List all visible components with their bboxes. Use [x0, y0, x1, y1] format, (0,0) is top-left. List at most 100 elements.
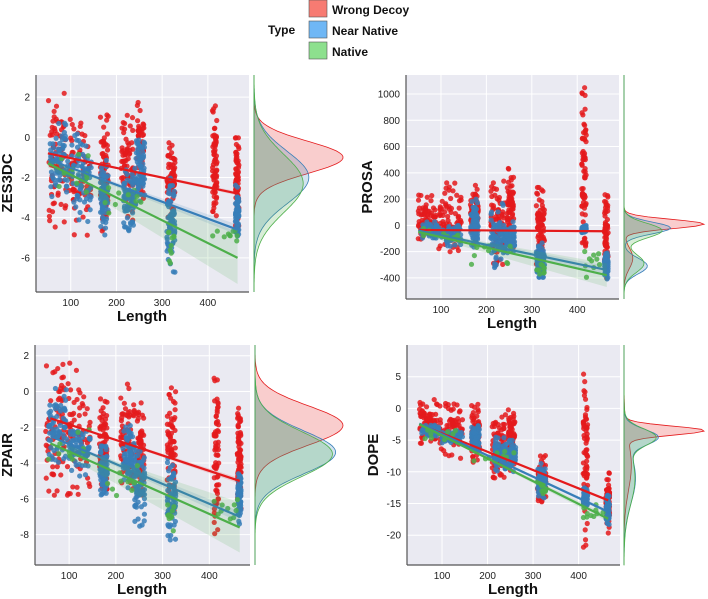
data-point [166, 468, 172, 474]
data-point [501, 435, 507, 441]
data-point [124, 207, 131, 213]
data-point [505, 219, 511, 225]
data-point [230, 228, 236, 234]
data-point [167, 183, 173, 189]
data-point [62, 120, 68, 126]
data-point [54, 403, 60, 409]
data-point [101, 489, 107, 495]
data-point [120, 174, 126, 181]
data-point [86, 480, 92, 487]
y-tick-label: -10 [387, 467, 402, 478]
x-tick-label: 100 [61, 571, 78, 582]
data-point [137, 523, 143, 529]
data-point [534, 267, 541, 273]
data-point [65, 381, 71, 387]
data-point [581, 168, 587, 174]
data-point [49, 193, 55, 200]
data-point [579, 190, 586, 196]
data-point [166, 140, 172, 146]
data-point [116, 190, 122, 196]
data-point [167, 247, 173, 253]
data-point [581, 195, 587, 202]
data-point [442, 209, 448, 215]
data-point [582, 379, 588, 385]
data-point [605, 530, 611, 536]
data-point [61, 90, 67, 96]
data-point [475, 401, 481, 407]
regression-line [47, 162, 239, 259]
data-point [97, 449, 104, 455]
data-point [212, 157, 218, 163]
data-point [533, 203, 539, 209]
data-point [134, 118, 141, 124]
data-point [138, 504, 144, 510]
data-point [448, 407, 454, 413]
data-point [46, 423, 52, 429]
data-point [431, 396, 437, 403]
data-point [127, 409, 133, 415]
data-point [439, 198, 445, 204]
data-point [446, 453, 452, 459]
data-point [493, 186, 500, 192]
data-point [106, 210, 112, 216]
legend-swatch-native [308, 41, 328, 60]
data-point [417, 440, 424, 446]
data-point [168, 446, 174, 452]
data-point [602, 208, 608, 214]
data-point [63, 203, 69, 209]
data-point [584, 458, 590, 464]
data-point [69, 121, 75, 128]
data-point [171, 188, 177, 194]
data-point [168, 514, 174, 521]
data-point [136, 128, 142, 134]
data-point [103, 157, 109, 163]
data-point [214, 179, 220, 185]
data-point [56, 147, 62, 153]
data-point [135, 415, 141, 422]
data-point [138, 437, 144, 443]
x-tick-label: 100 [434, 571, 451, 582]
data-point [167, 524, 173, 530]
marginal-density [253, 74, 344, 293]
data-point [169, 170, 175, 176]
data-point [170, 471, 177, 477]
data-point [213, 440, 219, 446]
density-native [623, 75, 663, 299]
data-point [539, 240, 545, 246]
data-point [579, 161, 585, 167]
data-point [583, 440, 589, 446]
data-point [499, 414, 505, 420]
data-point [65, 490, 72, 497]
data-point [102, 421, 108, 427]
data-point [471, 252, 477, 259]
data-point [101, 216, 107, 222]
data-point [46, 451, 52, 458]
data-point [132, 503, 138, 509]
data-point [235, 169, 241, 175]
data-point [61, 219, 67, 225]
data-point [583, 463, 590, 469]
data-point [74, 180, 80, 186]
data-point [507, 423, 513, 430]
data-point [582, 537, 589, 543]
data-point [125, 192, 131, 198]
data-point [165, 152, 171, 159]
y-tick-label: -4 [21, 213, 30, 224]
y-tick-label: -4 [20, 459, 29, 470]
data-point [54, 131, 60, 137]
data-point [62, 397, 69, 403]
data-point [170, 528, 176, 534]
data-point [492, 444, 498, 450]
data-point [69, 142, 75, 148]
data-point [510, 219, 516, 225]
data-point [582, 212, 588, 218]
data-point [55, 397, 61, 403]
data-point [135, 516, 141, 522]
data-point [500, 261, 506, 267]
data-point [130, 210, 136, 216]
data-point [416, 192, 422, 198]
data-point [55, 177, 61, 183]
x-tick-label: 200 [108, 298, 125, 309]
data-point [452, 428, 459, 434]
